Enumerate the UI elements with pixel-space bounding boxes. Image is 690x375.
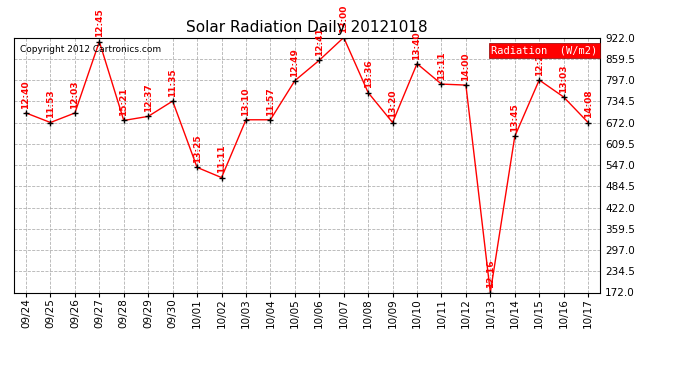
Text: 13:11: 13:11	[437, 51, 446, 80]
Title: Solar Radiation Daily 20121018: Solar Radiation Daily 20121018	[186, 20, 428, 35]
Text: 15:21: 15:21	[119, 88, 128, 116]
Text: 14:00: 14:00	[462, 53, 471, 81]
Text: 12:40: 12:40	[21, 80, 30, 109]
Text: 13:03: 13:03	[559, 64, 568, 93]
Text: 11:57: 11:57	[266, 87, 275, 116]
Text: 12:45: 12:45	[95, 9, 103, 38]
Text: 11:53: 11:53	[46, 90, 55, 118]
Text: 12:49: 12:49	[290, 48, 299, 76]
Text: 12:03: 12:03	[70, 80, 79, 109]
Text: 12:41: 12:41	[315, 27, 324, 56]
Text: 13:40: 13:40	[413, 31, 422, 60]
Text: 12:16: 12:16	[486, 260, 495, 288]
Text: 13:20: 13:20	[388, 90, 397, 118]
Text: 12:26: 12:26	[535, 47, 544, 76]
Text: 13:36: 13:36	[364, 60, 373, 88]
Text: Radiation  (W/m2): Radiation (W/m2)	[491, 45, 598, 55]
Text: 13:45: 13:45	[511, 104, 520, 132]
Text: 14:08: 14:08	[584, 90, 593, 118]
Text: 11:11: 11:11	[217, 145, 226, 173]
Text: 13:25: 13:25	[193, 135, 201, 163]
Text: 13:10: 13:10	[241, 87, 250, 116]
Text: 11:35: 11:35	[168, 68, 177, 97]
Text: 13:00: 13:00	[339, 5, 348, 33]
Text: 12:37: 12:37	[144, 84, 152, 112]
Text: Copyright 2012 Cartronics.com: Copyright 2012 Cartronics.com	[19, 45, 161, 54]
